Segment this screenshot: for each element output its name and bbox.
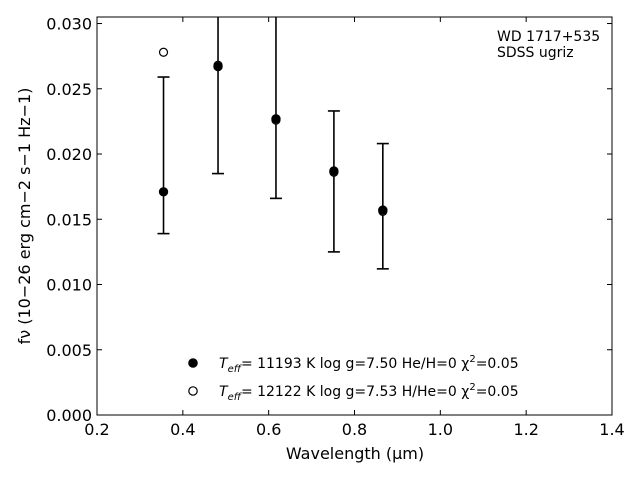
- x-axis-label: Wavelength (μm): [286, 444, 424, 463]
- y-tick-label: 0.010: [46, 276, 92, 295]
- x-tick-label: 0.8: [342, 420, 367, 439]
- x-tick-label: 0.6: [256, 420, 281, 439]
- legend-marker-open: [188, 386, 198, 396]
- data-point-filled: [213, 61, 223, 72]
- x-tick-label: 1.4: [599, 420, 624, 439]
- y-tick-label: 0.015: [46, 210, 92, 229]
- data-point-open: [158, 47, 169, 57]
- axes: 0.2 0.4 0.6 0.8 1.0 1.2 1.4 0.000 0.005 0.010 0.01…: [46, 15, 625, 439]
- x-tick-label: 0.2: [84, 420, 109, 439]
- annotation-line-2: SDSS ugriz: [497, 45, 574, 61]
- y-tick-label: 0.025: [46, 80, 92, 99]
- data-point-filled: [329, 166, 339, 176]
- legend-label: Teff= 11193 K log g=7.50 He/H=0 χ2=0.05: [219, 354, 519, 375]
- data-point-filled: [271, 114, 281, 124]
- x-tick-label: 1.0: [428, 420, 453, 439]
- plot-area: [157, 17, 389, 270]
- y-tick-label: 0.030: [46, 15, 92, 34]
- y-axis-label: fν (10−26 erg cm−2 s−1 Hz−1): [15, 88, 34, 345]
- y-tick-label: 0.020: [46, 145, 92, 164]
- legend: Teff= 11193 K log g=7.50 He/H=0 χ2=0.05 T…: [188, 354, 519, 403]
- x-tick-label: 1.2: [513, 420, 538, 439]
- x-tick-label: 0.4: [170, 420, 195, 439]
- y-tick-label: 0.000: [46, 406, 92, 425]
- data-point-filled: [378, 205, 388, 215]
- legend-marker-filled: [188, 358, 198, 368]
- annotation-line-1: WD 1717+535: [497, 29, 600, 45]
- y-tick-label: 0.005: [46, 341, 92, 360]
- legend-label: Teff= 12122 K log g=7.53 H/He=0 χ2=0.05: [219, 382, 519, 403]
- data-point-filled: [158, 187, 169, 197]
